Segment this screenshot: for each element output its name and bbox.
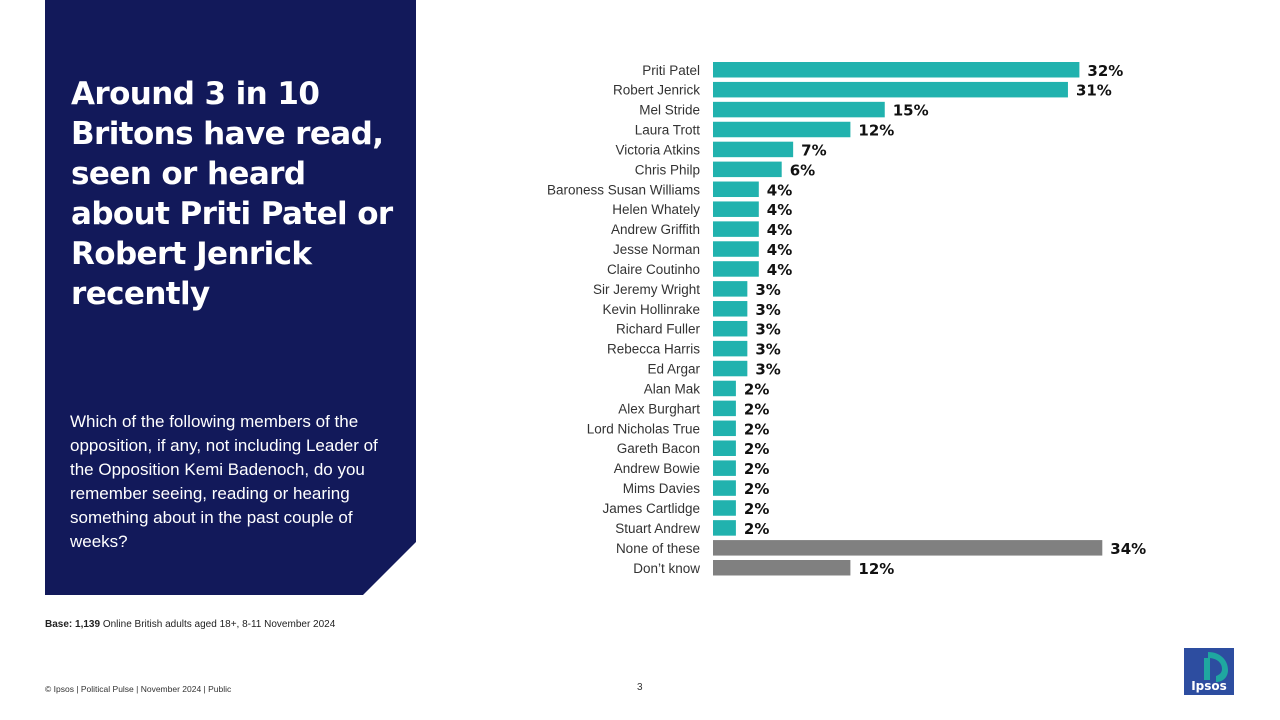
category-labels: Priti Patel Robert Jenrick Mel Stride Laura… <box>547 63 701 576</box>
headline-panel: Around 3 in 10 Britons have read, seen o… <box>45 0 416 595</box>
value-label-gareth-bacon: 2% <box>744 440 769 458</box>
category-label-andrew-bowie: Andrew Bowie <box>614 461 700 476</box>
bar-andrew-griffith <box>713 221 759 237</box>
value-labels: 32%31%15%12%7%6%4%4%4%4%4%3%3%3%3%3%2%2%… <box>744 62 1146 578</box>
category-label-helen-whately: Helen Whately <box>612 202 700 217</box>
value-label-helen-whately: 4% <box>767 201 792 219</box>
bar-none-of-these <box>713 540 1103 556</box>
value-label-stuart-andrew: 2% <box>744 520 769 538</box>
category-label-mims-davies: Mims Davies <box>623 481 701 496</box>
value-label-laura-trott: 12% <box>858 122 894 140</box>
value-label-jesse-norman: 4% <box>767 241 792 259</box>
ipsos-logo: Ipsos <box>1184 648 1234 695</box>
category-label-andrew-griffith: Andrew Griffith <box>611 222 700 237</box>
footer-copyright: © Ipsos | Political Pulse | November 202… <box>45 684 232 694</box>
bar-kevin-hollinrake <box>713 301 748 317</box>
value-label-none-of-these: 34% <box>1110 540 1146 558</box>
category-label-james-cartlidge: James Cartlidge <box>602 501 700 516</box>
category-label-claire-coutinho: Claire Coutinho <box>607 262 700 277</box>
category-label-chris-philp: Chris Philp <box>635 162 700 177</box>
value-label-sir-jeremy-wright: 3% <box>755 281 780 299</box>
bar-don-t-know <box>713 560 851 576</box>
category-label-rebecca-harris: Rebecca Harris <box>607 342 700 357</box>
category-label-lord-nicholas-true: Lord Nicholas True <box>587 421 700 436</box>
value-label-robert-jenrick: 31% <box>1076 82 1112 100</box>
category-label-jesse-norman: Jesse Norman <box>613 242 700 257</box>
category-label-kevin-hollinrake: Kevin Hollinrake <box>602 302 700 317</box>
value-label-andrew-bowie: 2% <box>744 460 769 478</box>
bar-andrew-bowie <box>713 460 736 476</box>
category-label-baroness-susan-williams: Baroness Susan Williams <box>547 182 700 197</box>
bar-gareth-bacon <box>713 440 736 456</box>
value-label-claire-coutinho: 4% <box>767 261 792 279</box>
bar-alan-mak <box>713 380 736 397</box>
category-label-don-t-know: Don’t know <box>633 561 700 576</box>
category-label-sir-jeremy-wright: Sir Jeremy Wright <box>593 282 700 297</box>
bar-helen-whately <box>713 201 759 217</box>
bar-mel-stride <box>713 101 885 118</box>
category-label-alan-mak: Alan Mak <box>644 381 701 396</box>
bar-alex-burghart <box>713 400 736 417</box>
bar-ed-argar <box>713 360 748 377</box>
value-label-victoria-atkins: 7% <box>801 141 826 159</box>
bar-richard-fuller <box>713 320 748 337</box>
base-note: Base: 1,139 Online British adults aged 1… <box>45 619 335 630</box>
value-label-don-t-know: 12% <box>858 560 894 578</box>
category-label-none-of-these: None of these <box>616 541 700 556</box>
logo-mark <box>1184 648 1234 695</box>
bars <box>713 62 1103 576</box>
category-label-laura-trott: Laura Trott <box>635 123 701 138</box>
bar-jesse-norman <box>713 241 759 257</box>
value-label-rebecca-harris: 3% <box>755 341 780 359</box>
value-label-baroness-susan-williams: 4% <box>767 181 792 199</box>
category-label-priti-patel: Priti Patel <box>642 63 700 78</box>
bar-robert-jenrick <box>713 81 1068 98</box>
bar-mims-davies <box>713 480 736 496</box>
survey-question: Which of the following members of the op… <box>70 412 378 551</box>
panel-shape <box>45 0 416 595</box>
base-label: Base: <box>45 619 73 630</box>
value-label-mims-davies: 2% <box>744 480 769 498</box>
bar-sir-jeremy-wright <box>713 281 748 297</box>
bar-victoria-atkins <box>713 141 794 158</box>
category-label-gareth-bacon: Gareth Bacon <box>617 441 700 456</box>
headline: Around 3 in 10 Britons have read, seen o… <box>71 76 393 312</box>
value-label-alan-mak: 2% <box>744 380 769 398</box>
category-label-ed-argar: Ed Argar <box>647 362 700 377</box>
page-number: 3 <box>637 682 643 693</box>
bar-laura-trott <box>713 121 851 138</box>
category-label-victoria-atkins: Victoria Atkins <box>615 142 700 157</box>
bar-claire-coutinho <box>713 261 759 277</box>
bar-chris-philp <box>713 161 782 178</box>
logo-text: Ipsos <box>1191 679 1227 693</box>
value-label-andrew-griffith: 4% <box>767 221 792 239</box>
bar-lord-nicholas-true <box>713 420 736 437</box>
value-label-priti-patel: 32% <box>1087 62 1123 80</box>
category-label-richard-fuller: Richard Fuller <box>616 322 701 337</box>
category-label-alex-burghart: Alex Burghart <box>618 401 700 416</box>
bar-priti-patel <box>713 62 1080 78</box>
base-count: 1,139 <box>75 619 101 630</box>
bar-chart: Priti Patel Robert Jenrick Mel Stride Laura… <box>547 62 1146 578</box>
value-label-chris-philp: 6% <box>790 161 815 179</box>
value-label-richard-fuller: 3% <box>755 321 780 339</box>
base-text: Online British adults aged 18+, 8-11 Nov… <box>102 619 336 630</box>
value-label-ed-argar: 3% <box>755 361 780 379</box>
category-label-stuart-andrew: Stuart Andrew <box>615 521 700 536</box>
category-label-mel-stride: Mel Stride <box>639 103 700 118</box>
bar-james-cartlidge <box>713 500 736 516</box>
value-label-mel-stride: 15% <box>893 102 929 120</box>
value-label-lord-nicholas-true: 2% <box>744 420 769 438</box>
bar-stuart-andrew <box>713 520 736 536</box>
value-label-kevin-hollinrake: 3% <box>755 301 780 319</box>
value-label-alex-burghart: 2% <box>744 400 769 418</box>
bar-baroness-susan-williams <box>713 181 759 198</box>
bar-rebecca-harris <box>713 340 748 357</box>
category-label-robert-jenrick: Robert Jenrick <box>613 83 700 98</box>
value-label-james-cartlidge: 2% <box>744 500 769 518</box>
